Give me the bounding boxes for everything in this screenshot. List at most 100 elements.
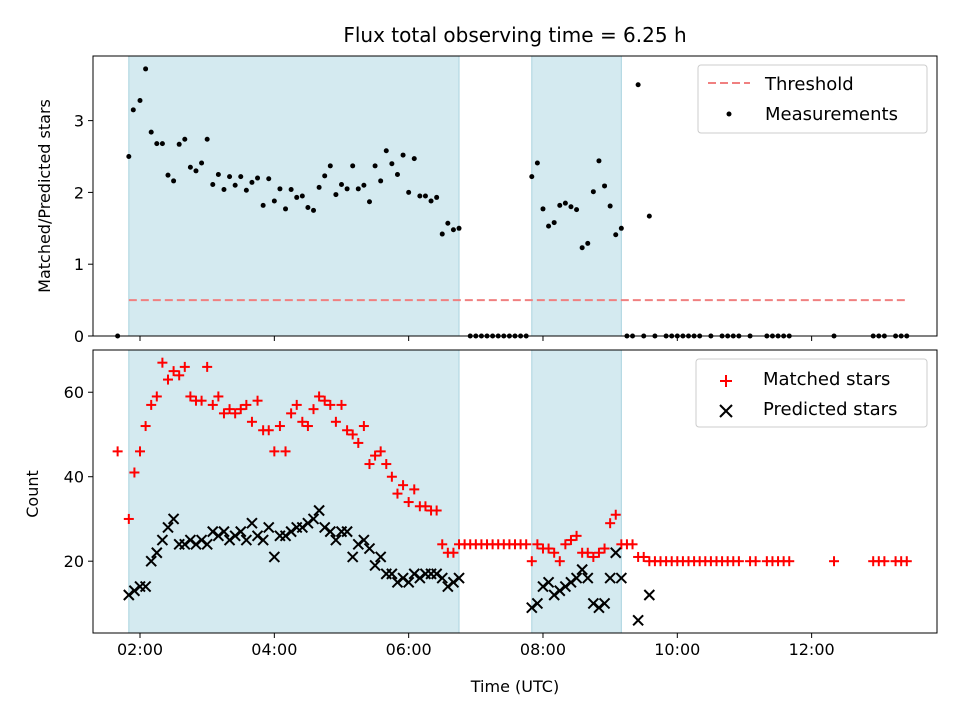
matched-star-point <box>314 391 325 402</box>
measurement-point <box>439 231 445 237</box>
measurement-point <box>305 204 311 210</box>
legend-matched-swatch <box>720 375 732 387</box>
matched-star-point <box>330 416 341 427</box>
matched-star-point <box>370 450 381 461</box>
bottom-y-ticks: 20 40 60 <box>64 383 93 571</box>
shaded-interval-1 <box>531 55 622 337</box>
measurement-point <box>372 163 378 169</box>
predicted-star-point <box>240 534 253 546</box>
matched-star-point <box>565 535 576 546</box>
matched-star-point <box>588 551 599 562</box>
matched-star-point <box>174 370 185 381</box>
legend-measurements-swatch <box>726 111 732 117</box>
matched-star-point <box>448 547 459 558</box>
measurement-point <box>361 182 367 188</box>
matched-star-point <box>207 399 218 410</box>
top-y-axis-label: Matched/Predicted stars <box>35 99 54 293</box>
measurement-point <box>450 227 456 233</box>
measurement-point <box>344 186 350 192</box>
measurement-point <box>529 174 535 180</box>
bottom-panel: 02:00 04:00 06:00 08:00 10:00 12:00 20 40 60 Co… <box>23 349 938 696</box>
legend-threshold-label: Threshold <box>764 74 854 95</box>
measurement-point <box>411 156 417 162</box>
matched-star-point <box>403 497 414 508</box>
measurement-point <box>165 172 171 178</box>
predicted-star-point <box>358 534 370 546</box>
x-tick-label: 10:00 <box>654 640 700 659</box>
predicted-star-point <box>218 525 230 538</box>
matched-star-point <box>901 556 912 567</box>
measurement-point <box>635 82 641 88</box>
predicted-star-point <box>167 513 180 525</box>
predicted-star-point <box>257 534 269 546</box>
y-tick-label: 40 <box>64 468 84 487</box>
matched-star-point <box>599 543 610 554</box>
matched-star-point <box>302 421 313 432</box>
measurement-point <box>294 194 300 200</box>
measurement-point <box>227 174 233 180</box>
matched-star-point <box>543 543 554 554</box>
measurement-point <box>137 98 143 104</box>
matched-star-point <box>202 361 213 372</box>
measurement-point <box>613 232 619 238</box>
predicted-star-point <box>201 538 213 551</box>
y-tick-label: 60 <box>64 383 84 402</box>
matched-star-point <box>420 501 431 512</box>
measurement-point <box>171 178 177 184</box>
measurement-point <box>316 184 322 190</box>
measurement-point <box>579 245 585 251</box>
matched-star-point <box>274 421 285 432</box>
y-tick-label: 3 <box>74 112 84 131</box>
measurement-point <box>126 154 132 160</box>
top-axes-frame <box>92 55 938 337</box>
measurement-point <box>249 179 255 185</box>
measurement-point <box>568 204 574 210</box>
predicted-star-point <box>346 551 359 563</box>
measurement-point <box>551 220 557 226</box>
matched-star-point <box>168 366 179 377</box>
y-tick-label: 1 <box>74 255 84 274</box>
matched-star-point <box>398 480 409 491</box>
measurement-point <box>607 203 613 209</box>
matched-star-point <box>319 395 330 406</box>
bottom-legend-box <box>695 358 928 428</box>
measurement-point <box>238 174 244 180</box>
predicted-star-point <box>582 572 594 584</box>
measurement-point <box>378 178 384 184</box>
legend-predicted-label: Predicted stars <box>763 399 897 420</box>
top-panel: Flux total observing time = 6.25 h 0123 … <box>35 23 938 346</box>
top-chart-title: Flux total observing time = 6.25 h <box>343 23 686 47</box>
matched-star-point <box>280 446 291 457</box>
x-tick-label: 02:00 <box>117 640 163 659</box>
matched-star-point <box>532 539 543 550</box>
legend-predicted-swatch <box>719 404 733 418</box>
measurement-point <box>394 171 400 177</box>
measurement-point <box>266 176 272 182</box>
matched-star-point <box>409 484 420 495</box>
matched-star-point <box>291 399 302 410</box>
matched-star-point <box>235 404 246 415</box>
measurement-point <box>232 182 238 188</box>
measurement-point <box>204 136 210 142</box>
predicted-star-point <box>436 572 448 584</box>
shaded-interval-0 <box>128 55 460 337</box>
top-shaded-intervals <box>128 55 622 337</box>
measurement-point <box>534 160 540 166</box>
measurement-point <box>327 163 333 169</box>
measurement-point <box>182 136 188 142</box>
measurement-point <box>221 187 227 193</box>
matched-star-point <box>123 513 134 524</box>
matched-star-point <box>353 437 364 448</box>
x-tick-label: 08:00 <box>520 640 566 659</box>
matched-star-point <box>750 556 761 567</box>
matched-star-point <box>297 416 308 427</box>
measurement-point <box>355 186 361 192</box>
measurement-point <box>366 199 372 205</box>
measurement-point <box>400 152 406 158</box>
predicted-star-point <box>615 572 628 584</box>
measurement-point <box>210 182 216 188</box>
measurement-point <box>618 225 624 231</box>
matched-star-point <box>252 395 263 406</box>
measurement-point <box>350 163 356 169</box>
shaded-interval-1 <box>531 349 622 634</box>
